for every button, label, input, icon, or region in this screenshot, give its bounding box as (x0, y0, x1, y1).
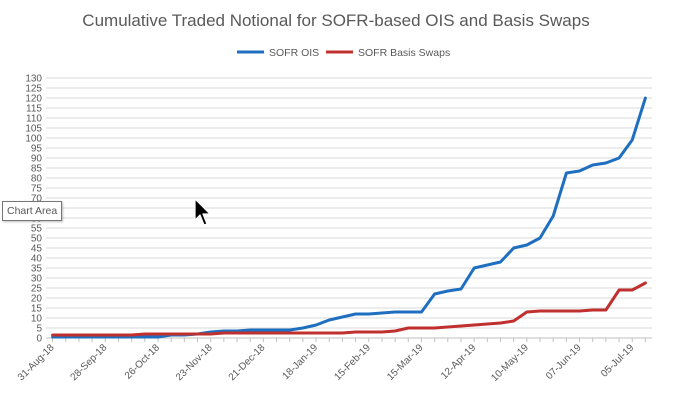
y-tick-label: 80 (31, 174, 43, 185)
mouse-pointer-icon (194, 198, 211, 226)
x-axis-tick-labels: 31-Aug-18 28-Sep-18 26-Oct-18 23-Nov-18 21-D… (16, 342, 637, 384)
chart-title: Cumulative Traded Notional for SOFR-base… (82, 11, 589, 30)
y-tick-label: 10 (31, 314, 43, 325)
x-tick-label: 21-Dec-18 (227, 342, 268, 383)
y-tick-label: 15 (31, 304, 43, 315)
series-line-sofr-ois[interactable] (51, 96, 647, 339)
x-tick-label: 28-Sep-18 (69, 342, 110, 383)
y-tick-label: 105 (25, 124, 42, 135)
y-tick-label: 95 (31, 144, 43, 155)
y-tick-label: 50 (31, 234, 43, 245)
x-tick-label: 26-Oct-18 (123, 342, 163, 382)
series-lines[interactable] (51, 96, 647, 339)
legend-label-sofr-basis-swaps: SOFR Basis Swaps (358, 47, 450, 59)
legend[interactable]: SOFR OIS SOFR Basis Swaps (237, 47, 450, 59)
x-tick-label: 10-May-19 (489, 342, 531, 384)
y-tick-label: 35 (31, 264, 43, 275)
y-tick-label: 45 (31, 244, 43, 255)
legend-label-sofr-ois: SOFR OIS (269, 47, 319, 59)
y-tick-label: 120 (25, 94, 42, 105)
y-tick-label: 40 (31, 254, 43, 265)
y-tick-label: 90 (31, 154, 43, 165)
x-tick-label: 18-Jan-19 (281, 342, 321, 382)
y-tick-label: 30 (31, 274, 43, 285)
y-tick-label: 0 (36, 334, 42, 345)
y-axis-tick-labels: 0510152025303540455055606570758085909510… (25, 74, 42, 345)
y-tick-label: 20 (31, 294, 43, 305)
gridlines (46, 77, 652, 339)
y-tick-label: 130 (25, 74, 42, 85)
y-tick-label: 110 (26, 114, 42, 125)
x-tick-label: 23-Nov-18 (174, 342, 215, 383)
y-tick-label: 75 (31, 184, 43, 195)
x-tick-label: 15-Feb-19 (332, 342, 373, 383)
y-tick-label: 100 (25, 134, 42, 145)
y-tick-label: 85 (31, 164, 43, 175)
y-tick-label: 25 (31, 284, 43, 295)
axes (46, 337, 652, 342)
x-tick-label: 15-Mar-19 (385, 342, 426, 383)
chart-area-tooltip: Chart Area (2, 201, 63, 221)
y-tick-label: 5 (36, 324, 42, 335)
x-tick-label: 05-Jul-19 (599, 342, 637, 380)
x-tick-label: 31-Aug-18 (16, 342, 57, 383)
y-tick-label: 55 (31, 224, 43, 235)
y-tick-label: 70 (31, 194, 43, 205)
x-tick-label: 12-Apr-19 (439, 342, 479, 382)
y-tick-label: 125 (25, 84, 42, 95)
x-tick-label: 07-Jun-19 (544, 342, 584, 382)
y-tick-label: 115 (26, 104, 42, 115)
series-line-sofr-basis-swaps[interactable] (51, 281, 647, 337)
